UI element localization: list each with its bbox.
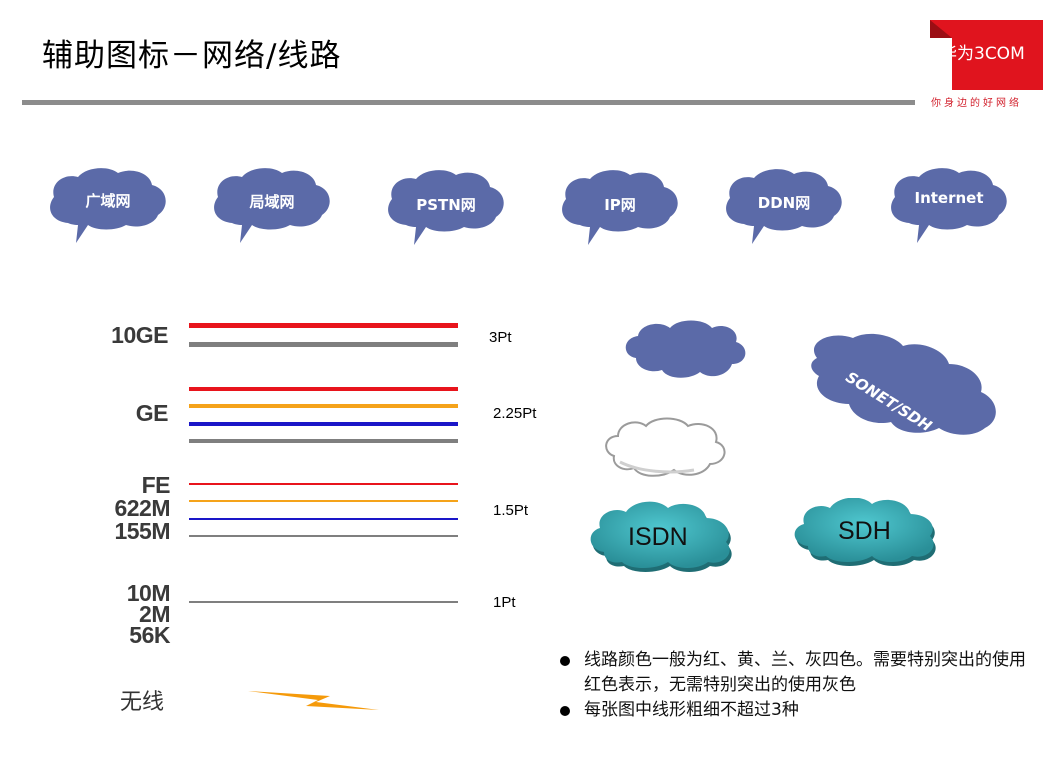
ddn-cloud-icon: DDN网 (722, 166, 846, 246)
wireless-lightning-icon (248, 691, 379, 710)
line-sample-gray (189, 535, 458, 537)
pstn-cloud-icon: PSTN网 (384, 167, 508, 247)
speech-cloud-icon (726, 169, 842, 244)
brand-slogan: 你身边的好网络 (931, 98, 1022, 109)
sonet-sdh-cloud-icon (811, 333, 996, 435)
line-label-10ge: 10GE (111, 322, 168, 348)
brand-logo-text: 华为3COM (940, 44, 1025, 64)
line-label-2m: 2M (139, 601, 170, 627)
line-sample-blue (189, 518, 458, 520)
line-label-155m: 155M (114, 518, 170, 544)
bubble-label: 局域网 (249, 193, 295, 211)
ip-cloud-icon: IP网 (558, 167, 682, 247)
line-label-fe: FE (141, 472, 171, 498)
usage-notes: 线路颜色一般为红、黄、兰、灰四色。需要特别突出的使用红色表示，无需特别突出的使用… (558, 648, 1038, 723)
line-sample-blue (189, 422, 458, 426)
isdn-label: ISDN (628, 523, 688, 551)
line-weight-label: 1Pt (493, 594, 516, 611)
bullet-icon (560, 706, 570, 716)
outline-cloud-icon (605, 417, 726, 477)
isdn-cloud-icon (590, 501, 732, 572)
line-weight-label: 3Pt (489, 329, 512, 346)
brand-logo (930, 20, 1043, 90)
line-sample-yellow (189, 500, 458, 502)
bubble-label: 广域网 (85, 192, 131, 210)
page-title: 辅助图标－网络/线路 (42, 38, 342, 74)
line-sample-gray (189, 601, 458, 603)
bullet-icon (560, 656, 570, 666)
line-label-10m: 10M (126, 580, 171, 606)
line-sample-yellow (189, 404, 458, 408)
note-item: 每张图中线形粗细不超过3种 (558, 698, 1038, 723)
line-sample-red (189, 323, 458, 328)
speech-cloud-icon (214, 168, 330, 243)
lan-cloud-icon: 局域网 (210, 165, 334, 245)
line-sample-gray (189, 342, 458, 347)
bubble-label: Internet (914, 189, 984, 207)
cloud-icon (625, 320, 746, 378)
note-item: 线路颜色一般为红、黄、兰、灰四色。需要特别突出的使用红色表示，无需特别突出的使用… (558, 648, 1038, 698)
line-weight-label: 1.5Pt (493, 502, 529, 519)
note-text: 每张图中线形粗细不超过3种 (584, 700, 799, 720)
sdh-label: SDH (838, 517, 891, 545)
internet-cloud-icon: Internet (887, 165, 1011, 245)
title-divider (22, 100, 915, 105)
bubble-label: PSTN网 (416, 196, 476, 214)
wan-cloud-icon: 广域网 (46, 165, 170, 245)
bubble-label: IP网 (604, 196, 636, 214)
line-sample-red (189, 387, 458, 391)
wireless-label: 无线 (120, 690, 165, 715)
line-label-56k: 56K (129, 622, 170, 648)
speech-cloud-icon (562, 170, 678, 245)
sdh-cloud-icon (794, 498, 936, 566)
line-label-622m: 622M (114, 495, 170, 521)
line-sample-red (189, 483, 458, 485)
note-text: 线路颜色一般为红、黄、兰、灰四色。需要特别突出的使用红色表示，无需特别突出的使用… (584, 650, 1026, 695)
line-weight-label: 2.25Pt (493, 405, 537, 422)
bubble-label: DDN网 (757, 194, 811, 212)
line-sample-gray (189, 439, 458, 443)
speech-cloud-icon (388, 170, 504, 245)
speech-cloud-icon (891, 168, 1007, 243)
line-label-ge: GE (135, 400, 169, 426)
speech-cloud-icon (50, 168, 166, 243)
